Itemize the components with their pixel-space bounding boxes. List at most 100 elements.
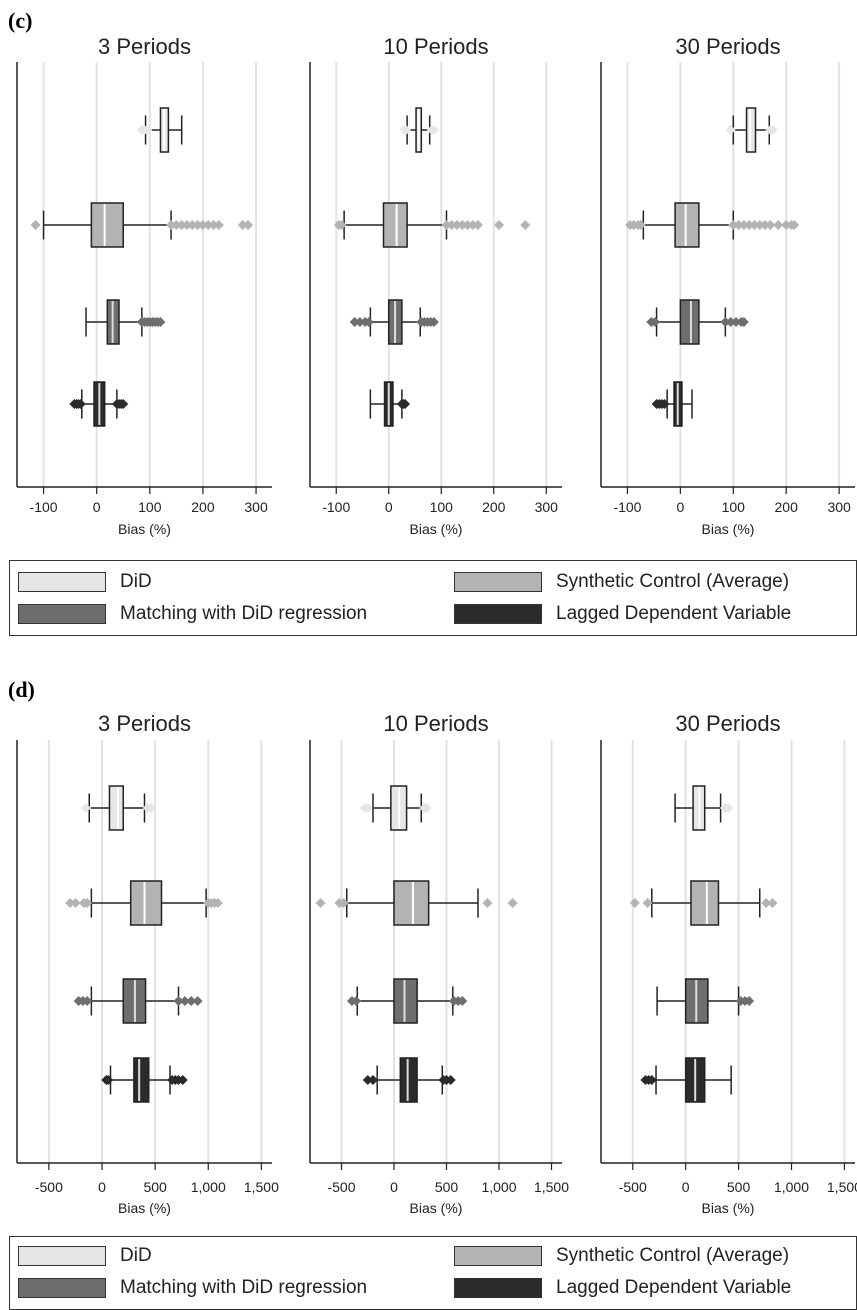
outlier-point [212, 898, 223, 908]
legend-item-ldv: Lagged Dependent Variable [454, 603, 791, 625]
outlier-point [243, 220, 254, 230]
outlier-point [401, 125, 412, 135]
outlier-point [428, 317, 439, 327]
x-tick-label: 1,500 [827, 1179, 857, 1195]
outlier-point [368, 1075, 378, 1085]
outlier-point [642, 898, 653, 908]
x-tick-label: 1,500 [534, 1179, 569, 1195]
x-tick-label: -100 [613, 499, 641, 515]
box-did [674, 785, 733, 831]
legend-item-did: DiD [18, 1245, 152, 1267]
box-iqr [690, 880, 720, 926]
box-iqr [399, 1057, 418, 1103]
outlier-point [744, 220, 755, 230]
box-synthetic_control [625, 202, 800, 248]
outlier-point [30, 220, 41, 230]
outlier-point [237, 220, 248, 230]
outlier-point [728, 220, 739, 230]
box-iqr [679, 299, 700, 345]
outlier-point [336, 220, 347, 230]
outlier-point [362, 1075, 373, 1085]
outlier-point [82, 996, 93, 1006]
box-synthetic_control [65, 880, 223, 926]
outlier-point [155, 317, 166, 327]
outlier-point [363, 317, 374, 327]
x-tick-label: 1,000 [774, 1179, 809, 1195]
x-tick-label: 200 [482, 499, 506, 515]
box-matching [85, 299, 166, 345]
x-tick-label: 1,500 [244, 1179, 279, 1195]
x-axis-label: Bias (%) [118, 1200, 171, 1216]
outlier-point [457, 220, 468, 230]
outlier-point [473, 220, 483, 230]
outlier-point [179, 996, 190, 1006]
legend-label-ldv: Lagged Dependent Variable [556, 603, 792, 624]
outlier-point [82, 898, 93, 908]
x-tick-label: 200 [191, 499, 215, 515]
box-did [136, 107, 183, 153]
outlier-point [354, 317, 365, 327]
outlier-point [177, 1075, 188, 1085]
legend-item-synthetic-control: Synthetic Control (Average) [454, 571, 789, 593]
outlier-point [725, 125, 736, 135]
outlier-point [208, 220, 219, 230]
x-tick-label: 1,000 [191, 1179, 226, 1195]
x-tick-label: 0 [682, 1179, 690, 1195]
outlier-point [428, 125, 439, 135]
outlier-point [400, 399, 411, 409]
legend-label-matching: Matching with DiD regression [120, 603, 368, 624]
outlier-point [720, 317, 731, 327]
outlier-point [70, 898, 81, 908]
chart-title: 30 Periods [675, 711, 780, 736]
outlier-point [730, 317, 741, 327]
chart-title: 30 Periods [675, 34, 780, 59]
x-tick-label: -500 [327, 1179, 355, 1195]
x-tick-label: 0 [93, 499, 101, 515]
outlier-point [187, 220, 198, 230]
legend-item-did: DiD [18, 571, 152, 593]
outlier-point [767, 898, 778, 908]
box-iqr [382, 202, 408, 248]
box-ldv [101, 1057, 188, 1103]
outlier-point [171, 220, 182, 230]
outlier-point [349, 317, 360, 327]
x-axis-label: Bias (%) [118, 521, 171, 537]
chart-d-2: 30 Periods -500 0 500 1,000 1,500 Bias (%) [600, 711, 857, 1216]
outlier-point [421, 803, 432, 813]
box-did [81, 785, 156, 831]
box-iqr [393, 880, 430, 926]
outlier-point [659, 399, 670, 409]
x-tick-label: 0 [676, 499, 684, 515]
x-axis-label: Bias (%) [410, 521, 463, 537]
outlier-point [507, 898, 518, 908]
outlier-point [213, 220, 224, 230]
outlier-point [445, 1075, 456, 1085]
panel-d-letter: (d) [8, 677, 35, 702]
outlier-point [723, 803, 733, 813]
box-iqr [674, 202, 700, 248]
outlier-point [773, 220, 784, 230]
outlier-point [467, 220, 478, 230]
legend-swatch-matching [18, 1278, 106, 1298]
box-did [399, 107, 439, 153]
box-iqr [129, 880, 163, 926]
chart-d-0: 3 Periods -500 0 500 1,000 1,500 Bias (%) [16, 711, 279, 1216]
x-tick-label: 300 [535, 499, 559, 515]
legend-label-synthetic-control: Synthetic Control (Average) [556, 571, 790, 592]
x-tick-label: -500 [35, 1179, 63, 1195]
x-tick-label: -100 [30, 499, 58, 515]
legend-swatch-synthetic-control [454, 572, 542, 592]
box-ldv [640, 1057, 732, 1103]
x-tick-label: -500 [619, 1179, 647, 1195]
outlier-point [315, 898, 326, 908]
outlier-point [75, 399, 86, 409]
outlier-point [452, 220, 462, 230]
legend-c: DiD Synthetic Control (Average) Matching… [9, 560, 857, 636]
box-ldv [369, 381, 411, 427]
legend-label-matching: Matching with DiD regression [120, 1277, 368, 1298]
x-tick-label: 0 [385, 499, 393, 515]
box-matching [347, 978, 468, 1024]
outlier-point [767, 125, 778, 135]
outlier-point [649, 317, 660, 327]
outlier-point [760, 220, 771, 230]
